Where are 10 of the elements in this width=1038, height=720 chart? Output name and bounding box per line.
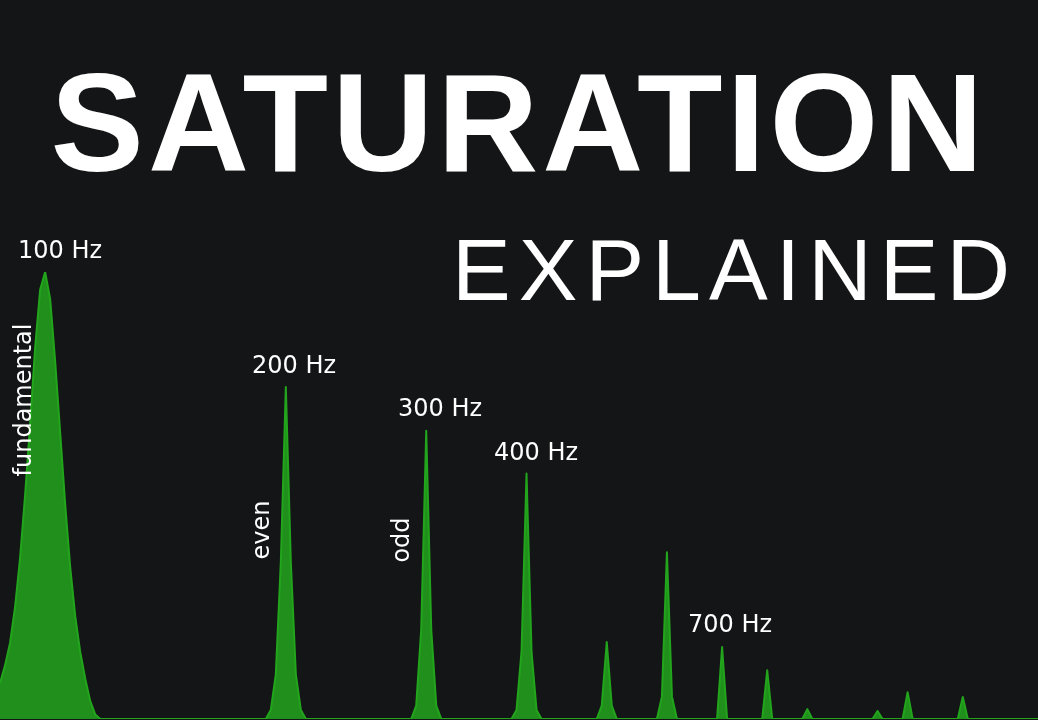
annotation: even bbox=[247, 500, 275, 560]
chart-subtitle: EXPLAINED bbox=[452, 220, 1018, 319]
chart-title: SATURATION bbox=[49, 44, 989, 201]
annotation: 400 Hz bbox=[494, 438, 579, 466]
annotation: 200 Hz bbox=[252, 351, 337, 379]
annotation: 700 Hz bbox=[688, 610, 773, 638]
annotation: 300 Hz bbox=[398, 394, 483, 422]
annotation: odd bbox=[387, 517, 415, 563]
text: 100 Hz bbox=[18, 236, 103, 264]
annotation: fundamental bbox=[9, 323, 37, 477]
